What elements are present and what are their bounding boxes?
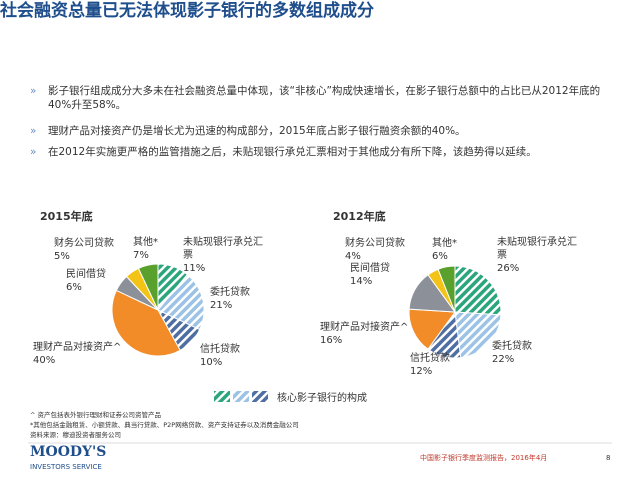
footnote: *其他包括金融租赁、小额贷款、典当行贷款、P2P网络贷款、资产支持证券以及消费金… xyxy=(30,421,299,429)
pie-slice xyxy=(111,289,181,357)
slice-label: 信托贷款 xyxy=(410,353,450,364)
slice-label: 财务公司贷款 xyxy=(54,238,114,249)
slice-value: 40% xyxy=(33,355,56,366)
slice-value: 6% xyxy=(66,282,82,293)
brand-sub: INVESTORS SERVICE xyxy=(30,463,102,471)
report-name: 中国影子银行季度监测报告，2016年4月 xyxy=(420,454,548,462)
slice-label: 其他* xyxy=(432,238,457,249)
slice-value: 11% xyxy=(183,263,206,274)
slice-value: 26% xyxy=(497,263,520,274)
pie-slice xyxy=(408,308,456,350)
slice-label: 理财产品对接资产^ xyxy=(320,322,409,333)
slice-label: 未贴现银行承兑汇票 xyxy=(183,237,263,261)
bullet: 理财产品对接资产仍是增长尤为迅速的构成部分，2015年底占影子银行融资余额的40… xyxy=(30,124,608,138)
bullet: 影子银行组成成分大多未在社会融资总量中体现，该“非核心”构成快速增长，在影子银行… xyxy=(30,84,608,112)
pie-slice xyxy=(137,263,159,311)
chart-title: 2012年底 xyxy=(333,210,386,223)
slice-label: 信托贷款 xyxy=(200,344,240,355)
pie-slice xyxy=(454,311,502,359)
slice-value: 5% xyxy=(54,251,70,262)
slice-value: 4% xyxy=(345,251,361,262)
slice-value: 6% xyxy=(432,251,448,262)
footnote: 资料来源：穆迪投资者服务公司 xyxy=(30,431,121,439)
bullet: 在2012年实施更严格的监管措施之后，未贴现银行承兑汇票相对于其他成分有所下降，… xyxy=(30,145,608,159)
slice-label: 民间借贷 xyxy=(66,269,106,280)
slice-value: 22% xyxy=(492,354,515,365)
pie-slice xyxy=(454,265,502,316)
slice-label: 民间借贷 xyxy=(350,263,390,274)
slice-value: 14% xyxy=(350,276,373,287)
slice-value: 10% xyxy=(200,357,223,368)
page-number: 8 xyxy=(606,454,611,462)
legend-label: 核心影子银行的构成 xyxy=(277,393,367,404)
legend-swatch xyxy=(252,391,268,402)
footnote: ^ 资产包括表外银行理财和证券公司资管产品 xyxy=(30,411,162,419)
pie-slice xyxy=(437,265,456,313)
pie-slice xyxy=(157,273,205,331)
title: 社会融资总量已无法体现影子银行的多数组成成分 xyxy=(0,1,374,21)
slice-value: 12% xyxy=(410,366,433,377)
legend-swatch xyxy=(214,391,230,402)
slice-label: 委托贷款 xyxy=(210,287,250,298)
slice-label: 未贴现银行承兑汇票 xyxy=(497,237,577,261)
slice-label: 其他* xyxy=(133,237,158,248)
slice-label: 委托贷款 xyxy=(492,341,532,352)
slice-value: 21% xyxy=(210,300,233,311)
slice-label: 财务公司贷款 xyxy=(345,238,405,249)
legend-swatch xyxy=(233,391,249,402)
slice-value: 16% xyxy=(320,335,343,346)
slice-label: 理财产品对接资产^ xyxy=(33,342,122,353)
slice-value: 7% xyxy=(133,250,149,261)
brand: MOODY'S xyxy=(30,444,107,460)
chart-title: 2015年底 xyxy=(40,210,93,223)
